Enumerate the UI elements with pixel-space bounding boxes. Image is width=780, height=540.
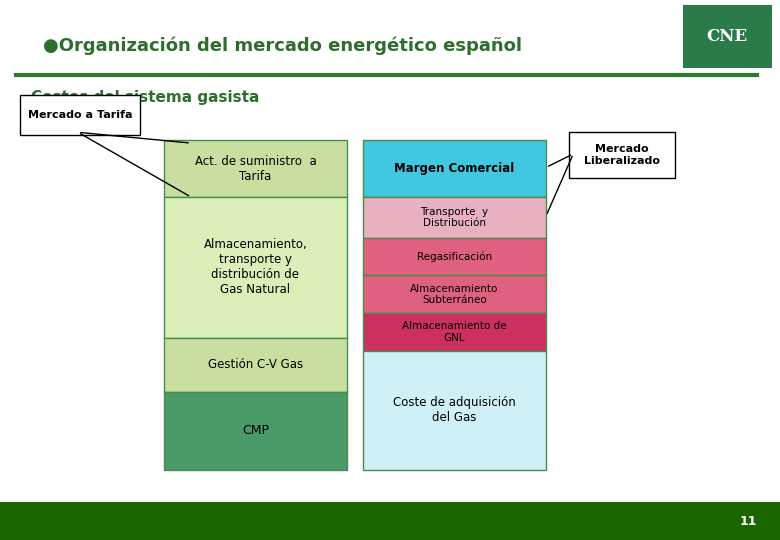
Text: Coste de adquisición
del Gas: Coste de adquisición del Gas (393, 396, 516, 424)
Text: Almacenamiento de
GNL: Almacenamiento de GNL (402, 321, 507, 343)
Text: Margen Comercial: Margen Comercial (394, 162, 515, 176)
Text: CMP: CMP (242, 424, 269, 437)
FancyBboxPatch shape (363, 197, 546, 238)
Text: Costes del sistema gasista: Costes del sistema gasista (31, 90, 260, 105)
FancyBboxPatch shape (363, 351, 546, 470)
Text: Almacenamiento,
transporte y
distribución de
Gas Natural: Almacenamiento, transporte y distribució… (204, 238, 307, 296)
FancyBboxPatch shape (164, 140, 347, 197)
FancyBboxPatch shape (164, 197, 347, 338)
Text: Transporte  y
Distribución: Transporte y Distribución (420, 206, 488, 228)
Text: Almacenamiento
Subterráneo: Almacenamiento Subterráneo (410, 284, 498, 305)
Text: ●Organización del mercado energético español: ●Organización del mercado energético esp… (43, 37, 522, 55)
Text: 11: 11 (739, 515, 757, 528)
FancyBboxPatch shape (363, 238, 546, 275)
FancyBboxPatch shape (363, 275, 546, 313)
Text: Mercado a Tarifa: Mercado a Tarifa (28, 110, 132, 120)
Text: Regasificación: Regasificación (417, 251, 492, 262)
Text: CNE: CNE (707, 28, 747, 45)
FancyBboxPatch shape (363, 140, 546, 197)
Bar (0, 502, 780, 540)
FancyBboxPatch shape (569, 132, 675, 178)
FancyBboxPatch shape (164, 338, 347, 392)
Text: Gestión C-V Gas: Gestión C-V Gas (208, 358, 303, 371)
FancyBboxPatch shape (20, 94, 140, 135)
FancyBboxPatch shape (164, 392, 347, 470)
Text: Act. de suministro  a
Tarifa: Act. de suministro a Tarifa (194, 155, 317, 183)
FancyBboxPatch shape (363, 313, 546, 351)
Bar (682, 5, 772, 68)
Text: Mercado
Liberalizado: Mercado Liberalizado (584, 144, 660, 166)
